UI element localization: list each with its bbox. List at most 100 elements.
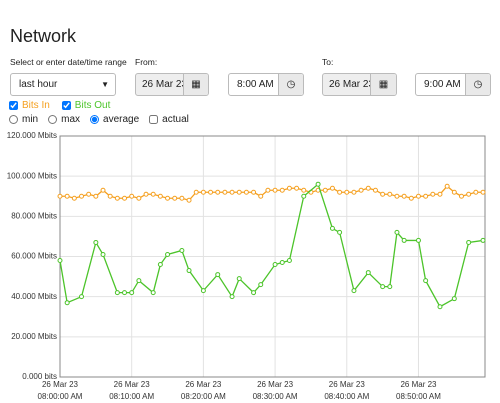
data-point: [451, 189, 457, 195]
radio[interactable]: [48, 115, 58, 124]
series-toggle[interactable]: Bits In: [9, 100, 50, 111]
data-point: [243, 189, 249, 195]
data-point: [143, 191, 149, 197]
x-tick-time: 08:50:00 AM: [396, 392, 441, 401]
data-point: [122, 290, 128, 296]
data-point: [365, 185, 371, 191]
checkbox[interactable]: [61, 101, 71, 110]
data-point: [358, 187, 364, 193]
data-point: [437, 191, 443, 197]
data-point: [272, 187, 278, 193]
data-point: [415, 193, 421, 199]
x-tick-time: 08:00:00 AM: [38, 392, 83, 401]
x-tick-time: 08:20:00 AM: [181, 392, 226, 401]
data-point: [351, 189, 357, 195]
data-point: [279, 187, 285, 193]
x-tick-date: 26 Mar 23: [257, 380, 294, 389]
actual-option[interactable]: actual: [149, 114, 189, 125]
data-point: [329, 225, 335, 231]
data-point: [365, 270, 371, 276]
data-point: [344, 189, 350, 195]
x-tick-time: 08:40:00 AM: [324, 392, 369, 401]
data-point: [301, 193, 307, 199]
data-point: [251, 290, 257, 296]
data-point: [315, 181, 321, 187]
data-point: [136, 278, 142, 284]
data-point: [86, 191, 92, 197]
data-point: [114, 195, 120, 201]
checkbox[interactable]: [9, 101, 18, 110]
data-point: [480, 237, 486, 243]
radio-option[interactable]: average: [90, 114, 139, 125]
data-point: [229, 294, 235, 300]
data-point: [437, 304, 443, 310]
radio-option[interactable]: min: [9, 114, 38, 125]
data-point: [150, 290, 156, 296]
checkbox[interactable]: [149, 115, 159, 124]
data-point: [423, 278, 429, 284]
data-point: [165, 195, 171, 201]
y-tick-label: 60.000 Mbits: [11, 252, 57, 261]
data-point: [466, 239, 472, 245]
data-point: [172, 195, 178, 201]
aggregate-options: min max average actual: [9, 114, 189, 125]
data-point: [322, 187, 328, 193]
y-tick-label: 40.000 Mbits: [11, 292, 57, 301]
data-point: [265, 187, 271, 193]
from-date-input[interactable]: 26 Mar 23 ▦: [135, 73, 209, 96]
data-point: [215, 272, 221, 278]
toggle-label: Bits Out: [74, 100, 111, 111]
data-point: [372, 187, 378, 193]
x-tick-date: 26 Mar 23: [185, 380, 222, 389]
clock-button[interactable]: ◷: [465, 74, 490, 95]
data-point: [93, 193, 99, 199]
data-point: [394, 229, 400, 235]
data-point: [179, 247, 185, 253]
to-date-input[interactable]: 26 Mar 23 ▦: [322, 73, 397, 96]
data-point: [129, 290, 135, 296]
data-point: [200, 189, 206, 195]
to-time: 9:00 AM: [424, 79, 461, 90]
from-date: 26 Mar 23: [142, 79, 183, 90]
data-point: [329, 185, 335, 191]
calendar-button[interactable]: ▦: [370, 74, 396, 95]
from-label: From:: [135, 57, 158, 67]
data-point: [229, 189, 235, 195]
data-point: [222, 189, 228, 195]
data-point: [93, 239, 99, 245]
radio-option[interactable]: max: [48, 114, 80, 125]
data-point: [79, 294, 85, 300]
radio-label: min: [22, 114, 39, 125]
data-point: [150, 191, 156, 197]
data-point: [408, 195, 414, 201]
data-point: [286, 185, 292, 191]
x-tick-date: 26 Mar 23: [329, 380, 366, 389]
to-time-input[interactable]: 9:00 AM ◷: [415, 73, 491, 96]
y-tick-label: 120.000 Mbits: [7, 131, 57, 140]
data-point: [423, 193, 429, 199]
range-select[interactable]: last hour ▼: [10, 73, 116, 96]
calendar-button[interactable]: ▦: [182, 74, 208, 95]
radio[interactable]: [90, 115, 100, 124]
y-tick-label: 100.000 Mbits: [7, 171, 57, 180]
x-tick-date: 26 Mar 23: [400, 380, 437, 389]
chart: 0.000 bits 20.000 Mbits 40.000 Mbits 60.000…: [7, 131, 486, 401]
range-label: Select or enter date/time range: [10, 57, 127, 67]
data-point: [100, 187, 106, 193]
clock-button[interactable]: ◷: [278, 74, 303, 95]
radio-label: average: [103, 114, 140, 125]
radio-label: max: [61, 114, 81, 125]
data-point: [466, 191, 472, 197]
data-point: [79, 193, 85, 199]
data-point: [179, 195, 185, 201]
page-title: Network: [10, 26, 77, 46]
data-point: [157, 193, 163, 199]
data-point: [401, 193, 407, 199]
series-toggle[interactable]: Bits Out: [61, 100, 111, 111]
toggle-label: Bits In: [22, 100, 50, 111]
from-time-input[interactable]: 8:00 AM ◷: [228, 73, 304, 96]
data-point: [430, 191, 436, 197]
actual-label: actual: [162, 114, 189, 125]
radio[interactable]: [9, 115, 18, 124]
data-point: [401, 237, 407, 243]
